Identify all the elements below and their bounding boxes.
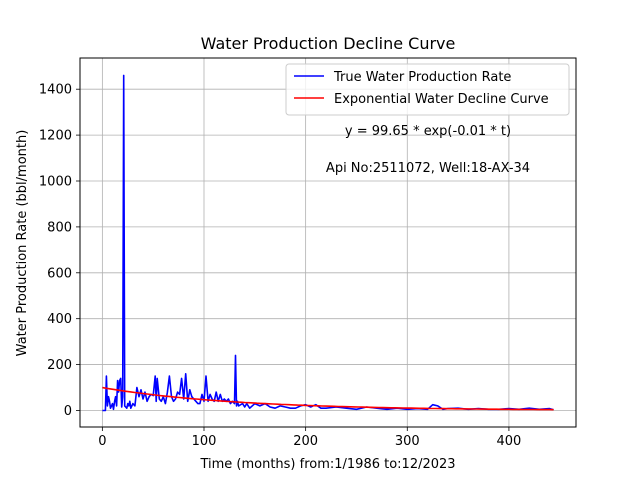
y-tick-label: 1400 [39,83,72,98]
y-tick-label: 1000 [39,175,72,190]
y-tick-label: 0 [64,404,72,419]
y-tick-label: 1200 [39,129,72,144]
legend: True Water Production Rate Exponential W… [285,63,570,116]
y-tick-label: 600 [47,266,72,281]
x-tick-label: 400 [497,434,522,449]
y-axis-title: Water Production Rate (bbl/month) [15,130,30,357]
legend-box [285,63,570,116]
equation-annotation: y = 99.65 * exp(-0.01 * t) [345,124,511,139]
y-tick-label: 400 [47,312,72,327]
chart-title: Water Production Decline Curve [201,34,456,53]
x-axis-title: Time (months) from:1/1986 to:12/2023 [199,457,455,472]
y-tick-label: 200 [47,358,72,373]
x-tick-label: 200 [293,434,318,449]
x-tick-label: 100 [192,434,217,449]
legend-label-true-water: True Water Production Rate [333,70,511,85]
series-line-exponential-decline [102,386,554,411]
y-tick-label: 800 [47,220,72,235]
x-tick-label: 300 [395,434,420,449]
legend-label-exponential: Exponential Water Decline Curve [334,92,549,107]
well-annotation: Api No:2511072, Well:18-AX-34 [326,161,530,176]
plot-frame [79,57,577,428]
x-tick-label: 0 [98,434,106,449]
axis-ticks: 0 100 200 300 400 0 200 400 600 800 1000 1200 1400 [39,83,521,449]
